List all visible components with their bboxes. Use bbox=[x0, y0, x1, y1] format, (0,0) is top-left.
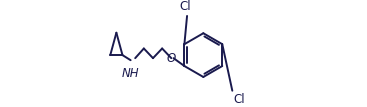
Text: Cl: Cl bbox=[179, 0, 191, 13]
Text: NH: NH bbox=[122, 67, 139, 80]
Text: Cl: Cl bbox=[233, 93, 245, 106]
Text: O: O bbox=[167, 52, 176, 65]
